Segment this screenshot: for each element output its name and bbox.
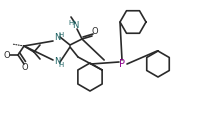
Text: O: O xyxy=(92,28,98,36)
Text: O: O xyxy=(4,50,10,60)
Text: H: H xyxy=(58,62,64,68)
Text: N: N xyxy=(54,58,60,66)
Text: N: N xyxy=(72,21,78,31)
Text: O: O xyxy=(22,62,28,72)
Text: H: H xyxy=(58,32,64,38)
Text: P: P xyxy=(119,59,125,69)
Text: N: N xyxy=(54,33,60,43)
Text: H: H xyxy=(68,20,74,26)
